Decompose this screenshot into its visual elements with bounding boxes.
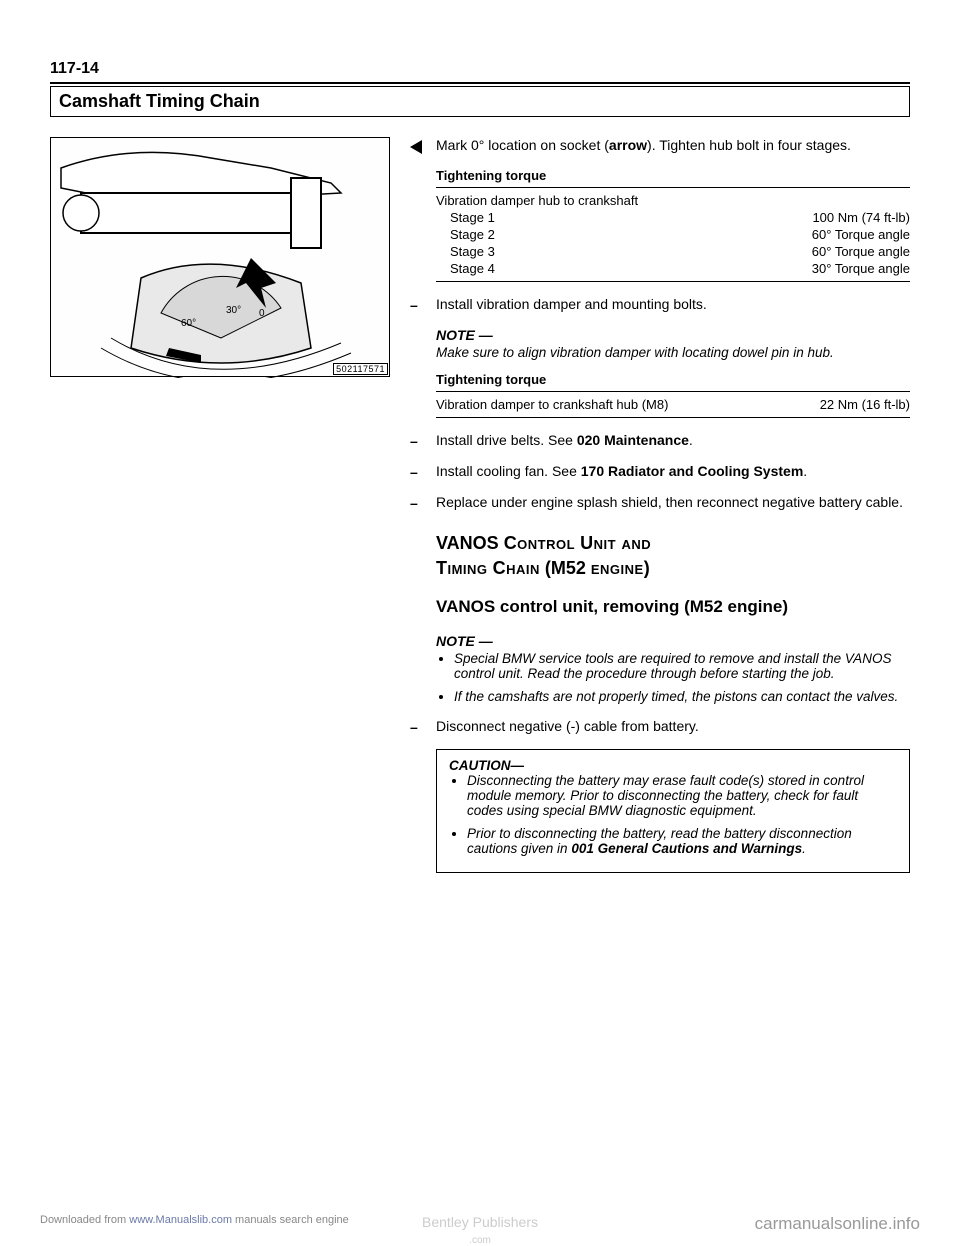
- heading-vanos-line1: VANOS Control Unit and: [436, 533, 910, 554]
- dash-marker: –: [410, 296, 424, 313]
- step-install-damper: Install vibration damper and mounting bo…: [436, 296, 910, 313]
- figure-damper-socket: 60° 30° 0 502117571: [50, 137, 390, 377]
- section-title-box: Camshaft Timing Chain: [50, 86, 910, 117]
- torque2-title: Tightening torque: [436, 372, 910, 387]
- svg-text:30°: 30°: [226, 305, 241, 316]
- footer-manualslib-link[interactable]: www.Manualslib.com: [129, 1214, 232, 1226]
- caution-title: CAUTION—: [449, 758, 897, 773]
- page-number: 117-14: [50, 60, 910, 78]
- step-arrow-icon: [410, 140, 422, 154]
- torque1-table: Vibration damper hub to crankshaft Stage…: [436, 187, 910, 282]
- caution-box: CAUTION— Disconnecting the battery may e…: [436, 749, 910, 873]
- dash-marker: –: [410, 494, 424, 511]
- caution-item: Prior to disconnecting the battery, read…: [467, 826, 897, 856]
- header-rule: [50, 82, 910, 84]
- torque1-title: Tightening torque: [436, 168, 910, 183]
- note2-list: Special BMW service tools are required t…: [436, 651, 910, 704]
- dash-marker: –: [410, 463, 424, 480]
- footer-right: carmanualsonline.info: [755, 1214, 920, 1234]
- step-belts: Install drive belts. See 020 Maintenance…: [436, 432, 910, 449]
- caution-item: Disconnecting the battery may erase faul…: [467, 773, 897, 818]
- step-cooling: Install cooling fan. See 170 Radiator an…: [436, 463, 910, 480]
- dash-marker: –: [410, 432, 424, 449]
- step-splash: Replace under engine splash shield, then…: [436, 494, 910, 511]
- step-mark-text: Mark 0° location on socket (arrow). Tigh…: [436, 137, 910, 154]
- footer-center: Bentley Publishers .com: [422, 1214, 538, 1246]
- note1-body: Make sure to align vibration damper with…: [436, 345, 910, 360]
- note1-title: NOTE —: [436, 327, 910, 343]
- heading-vanos-line2: Timing Chain (M52 engine): [436, 558, 910, 579]
- figure-id-label: 502117571: [333, 363, 388, 375]
- page-footer: Downloaded from www.Manualslib.com manua…: [0, 1214, 960, 1234]
- svg-text:60°: 60°: [181, 318, 196, 329]
- dash-marker: –: [410, 718, 424, 735]
- svg-text:0: 0: [259, 308, 265, 319]
- footer-left: Downloaded from www.Manualslib.com manua…: [40, 1214, 349, 1234]
- note2-title: NOTE —: [436, 633, 910, 649]
- heading-vanos-removing: VANOS control unit, removing (M52 engine…: [436, 597, 910, 617]
- torque1-header: Vibration damper hub to crankshaft: [436, 193, 638, 208]
- torque2-table: Vibration damper to crankshaft hub (M8)2…: [436, 391, 910, 418]
- step-disconnect: Disconnect negative (-) cable from batte…: [436, 718, 910, 735]
- section-title: Camshaft Timing Chain: [59, 91, 260, 111]
